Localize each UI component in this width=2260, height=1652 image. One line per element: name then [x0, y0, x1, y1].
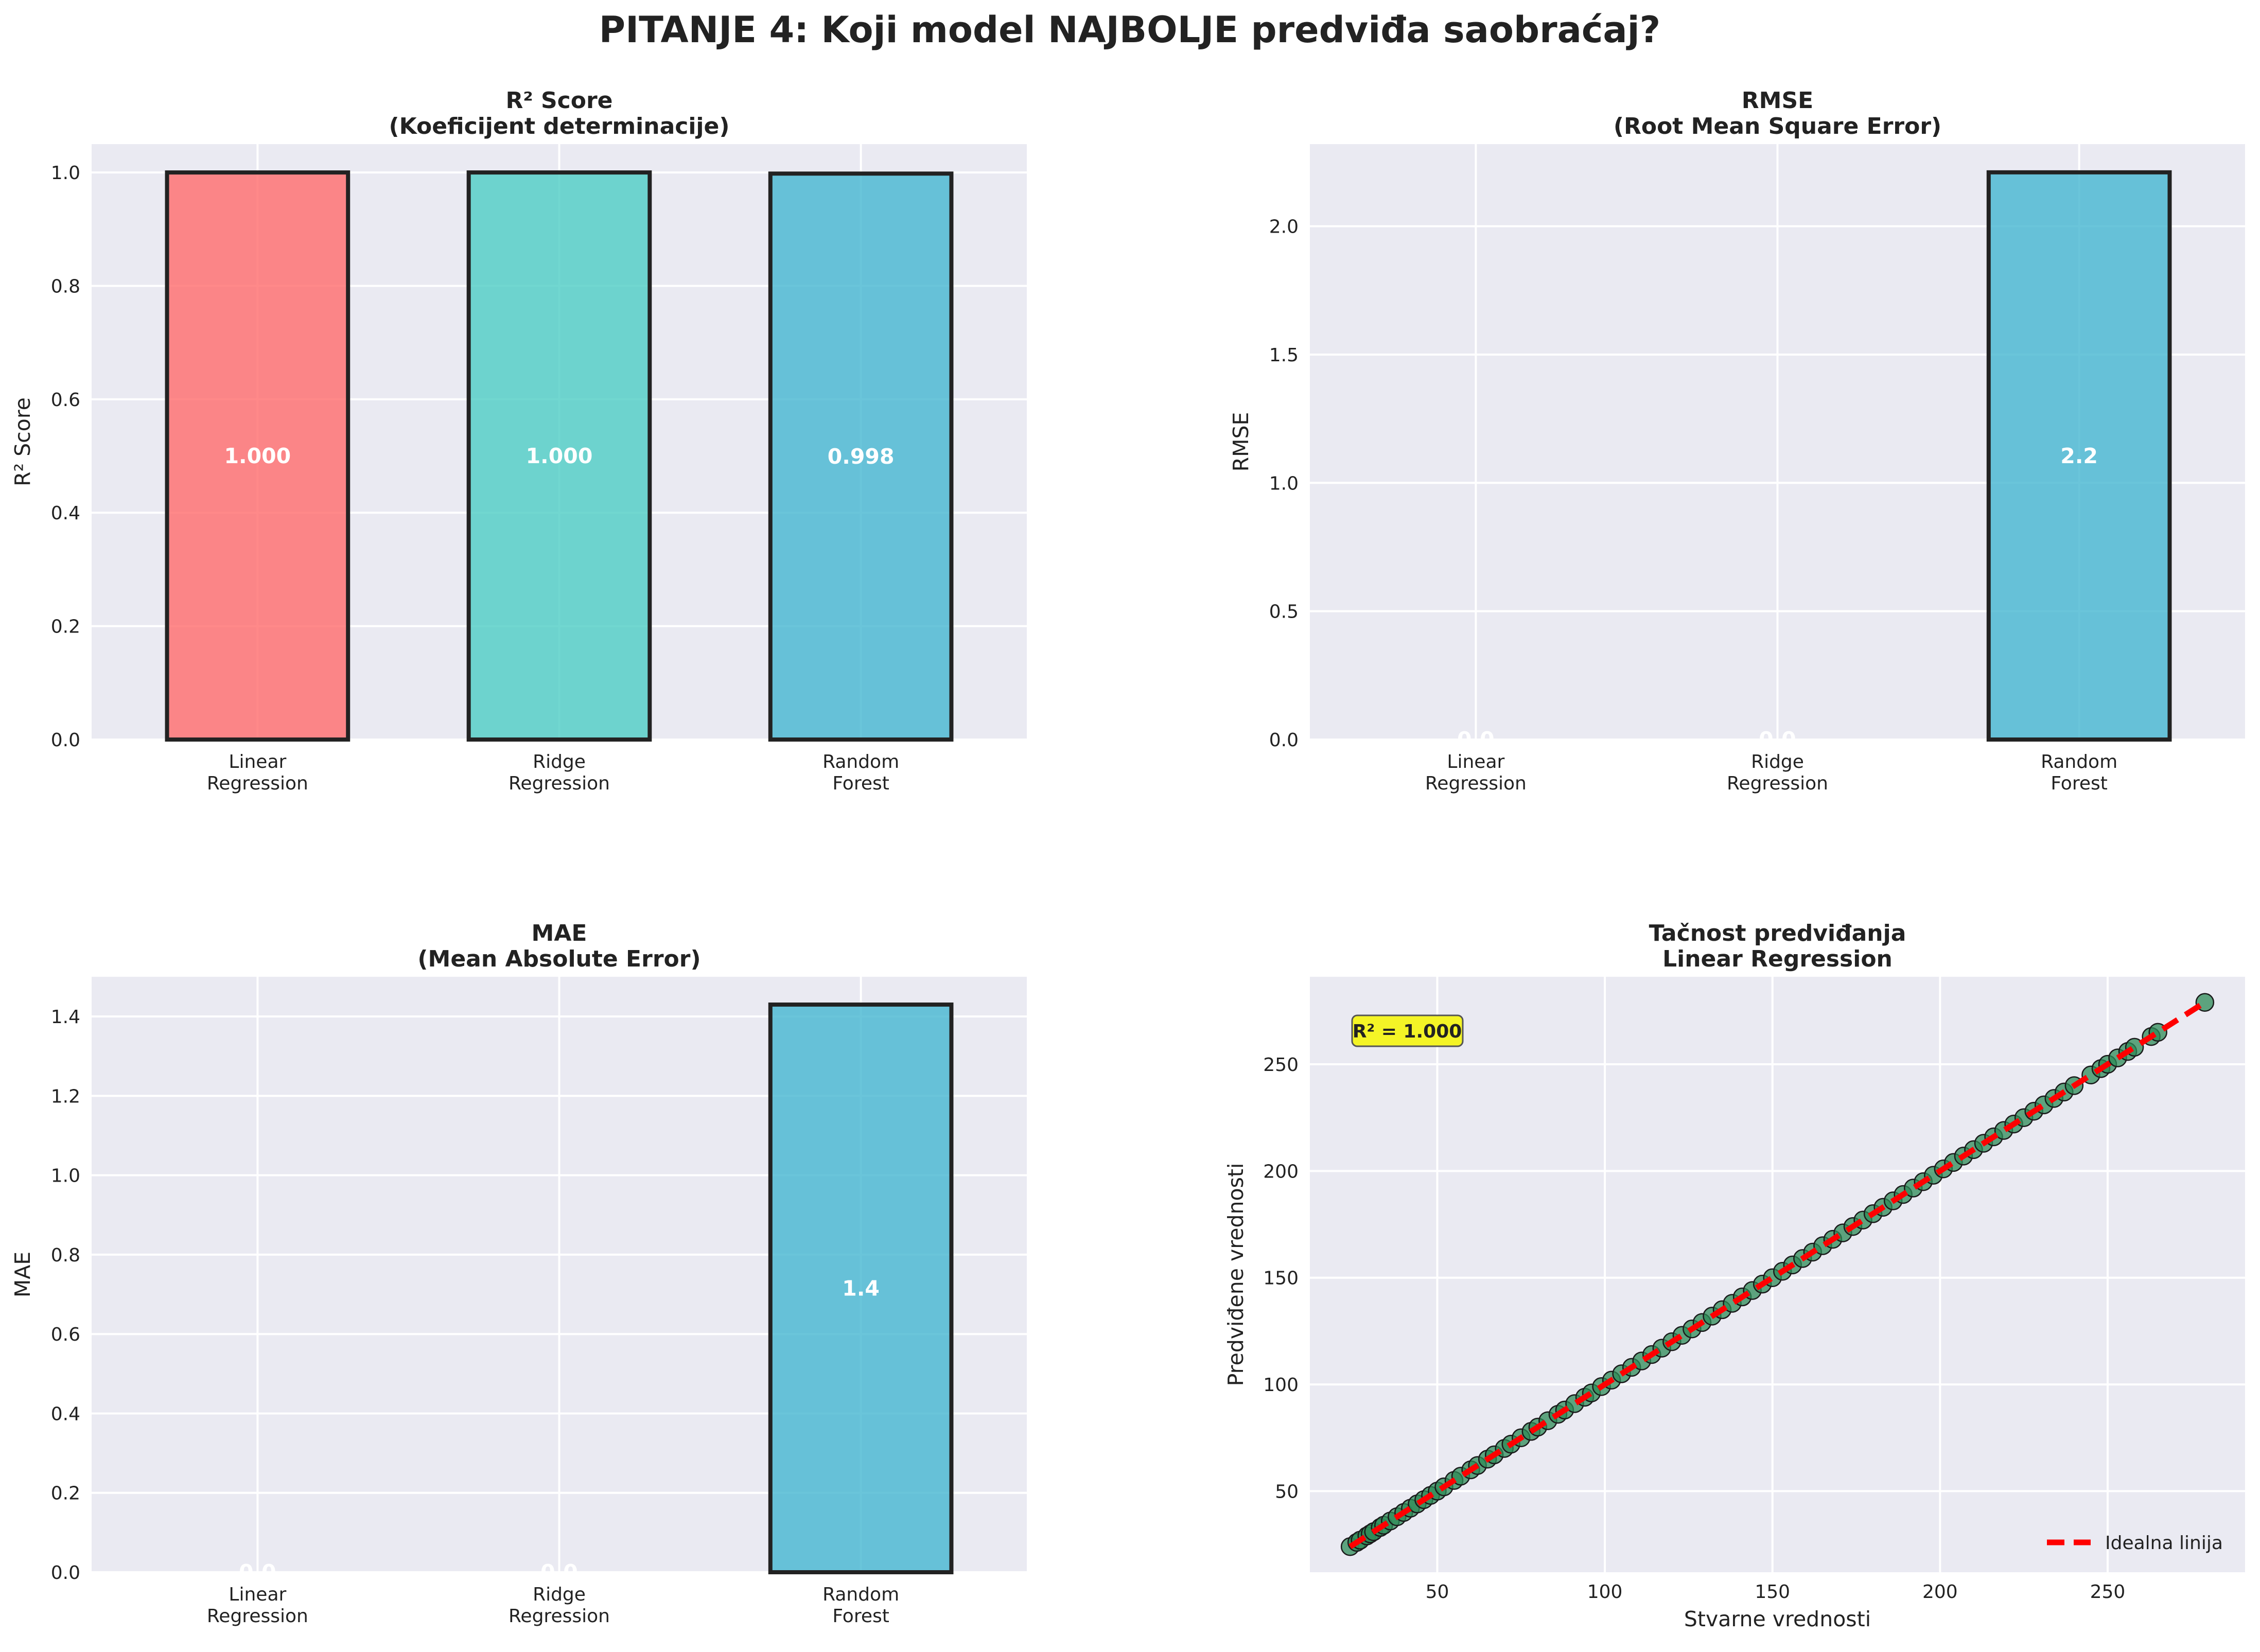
legend-label: Idealna linija — [2105, 1533, 2223, 1554]
x-tick-label-line: Regression — [1727, 773, 1828, 794]
x-tick-label: 200 — [1922, 1581, 1958, 1603]
x-tick-label: Linear Regression — [207, 1584, 308, 1627]
panel-title-line: (Mean Absolute Error) — [417, 946, 700, 972]
panel-title-line: R² Score — [505, 87, 612, 114]
x-tick-label-line: Linear — [229, 1584, 286, 1605]
y-tick-label: 0.0 — [1269, 730, 1299, 751]
x-tick-label-line: Regression — [509, 1606, 610, 1627]
x-tick-label-line: Regression — [207, 773, 308, 794]
bar-value-label: 0.998 — [828, 444, 895, 469]
r2-annotation-box — [1351, 1014, 1464, 1047]
x-tick-label-line: Forest — [832, 773, 889, 794]
y-tick-label: 250 — [1263, 1055, 1299, 1076]
y-tick-label: 200 — [1263, 1161, 1299, 1182]
x-tick-label: Linear Regression — [207, 751, 308, 794]
x-tick-label-line: Ridge — [533, 1584, 586, 1605]
panel-title: RMSE (Root Mean Square Error) — [1614, 87, 1941, 139]
y-tick-label: 0.0 — [51, 1562, 80, 1584]
x-tick-label: Random Forest — [2041, 751, 2117, 794]
y-axis-label: RMSE — [1229, 412, 1253, 472]
x-tick-label-line: Forest — [2051, 773, 2107, 794]
y-tick-label: 0.6 — [51, 1324, 80, 1345]
y-tick-label: 2.0 — [1269, 217, 1299, 238]
y-tick-label: 0.0 — [51, 730, 80, 751]
y-tick-label: 150 — [1263, 1268, 1299, 1289]
x-tick-label-line: Regression — [207, 1606, 308, 1627]
prediction-scatter-chart: 50 100 150 200 250 50 100 150 200 250 R² = 1.000 Id… — [1223, 920, 2245, 1631]
bar-value-label: 2.2 — [2060, 444, 2098, 468]
y-tick-label: 0.8 — [51, 276, 80, 297]
x-tick-label: Ridge Regression — [509, 1584, 610, 1627]
y-tick-label: 0.4 — [51, 1403, 80, 1425]
bar-1 — [466, 170, 652, 742]
bar-value-label: 0.0 — [239, 1560, 276, 1585]
x-tick-label-line: Regression — [1425, 773, 1527, 794]
x-axis-label: Stvarne vrednosti — [1684, 1607, 1871, 1631]
y-axis-label: R² Score — [10, 397, 35, 486]
x-tick-label-line: Regression — [509, 773, 610, 794]
figure-title: PITANJE 4: Koji model NAJBOLJE predviđa … — [599, 9, 1660, 51]
bar-0 — [165, 170, 351, 742]
r2-annotation: R² = 1.000 — [1353, 1021, 1462, 1042]
bar-value-label: 1.000 — [224, 444, 291, 468]
y-tick-label: 0.8 — [51, 1245, 80, 1266]
x-tick-label: 250 — [2090, 1581, 2126, 1603]
bar-value-label: 0.0 — [1457, 727, 1495, 752]
y-tick-label: 0.5 — [1269, 602, 1299, 623]
y-tick-label: 1.0 — [51, 1166, 80, 1187]
x-tick-label: 100 — [1587, 1581, 1623, 1603]
x-tick-label-line: Forest — [832, 1606, 889, 1627]
panel-title: MAE (Mean Absolute Error) — [417, 920, 700, 972]
bar-value-label: 1.4 — [842, 1276, 880, 1300]
ideal-line — [1348, 1000, 2206, 1549]
x-tick-label-line: Random — [822, 751, 899, 772]
x-tick-label-line: Linear — [229, 751, 286, 772]
y-tick-label: 1.0 — [1269, 473, 1299, 494]
x-tick-label: 50 — [1426, 1581, 1449, 1603]
x-tick-label: Random Forest — [822, 1584, 899, 1627]
x-tick-label: 150 — [1755, 1581, 1790, 1603]
panel-title-line: Tačnost predviđanja — [1649, 920, 1906, 946]
x-tick-label: Random Forest — [822, 751, 899, 794]
panel-title: R² Score (Koeficijent determinacije) — [389, 87, 730, 139]
panel-title-line: (Root Mean Square Error) — [1614, 113, 1941, 139]
x-tick-label: Ridge Regression — [509, 751, 610, 794]
panel-title-line: RMSE — [1742, 87, 1813, 114]
bar-value-label: 1.000 — [526, 444, 593, 468]
y-tick-label: 0.6 — [51, 390, 80, 411]
panel-title-line: MAE — [532, 920, 587, 946]
x-tick-label-line: Random — [822, 1584, 899, 1605]
bar-value-label: 0.0 — [1759, 727, 1796, 752]
panel-title-line: (Koeficijent determinacije) — [389, 113, 730, 139]
x-tick-label: Ridge Regression — [1727, 751, 1828, 794]
x-tick-label-line: Linear — [1447, 751, 1504, 772]
bar-2 — [768, 1002, 954, 1574]
bar-value-label: 0.0 — [540, 1560, 578, 1585]
y-tick-label: 0.4 — [51, 503, 80, 524]
y-axis-label: MAE — [10, 1252, 35, 1297]
y-tick-label: 1.4 — [51, 1007, 80, 1028]
y-tick-label: 100 — [1263, 1375, 1299, 1396]
y-axis-label: Predviđene vrednosti — [1223, 1163, 1248, 1386]
x-tick-label-line: Ridge — [1751, 751, 1804, 772]
y-tick-label: 1.2 — [51, 1086, 80, 1107]
y-tick-label: 0.2 — [51, 1483, 80, 1504]
x-tick-label: Linear Regression — [1425, 751, 1527, 794]
panel-title: Tačnost predviđanja Linear Regression — [1649, 920, 1906, 972]
x-tick-label-line: Random — [2041, 751, 2117, 772]
y-tick-label: 1.0 — [51, 163, 80, 184]
bar-2 — [1986, 170, 2172, 742]
x-tick-label-line: Ridge — [533, 751, 586, 772]
y-tick-label: 1.5 — [1269, 345, 1299, 366]
y-tick-label: 0.2 — [51, 617, 80, 638]
panel-title-line: Linear Regression — [1662, 946, 1893, 972]
bar-2 — [768, 171, 954, 742]
y-tick-label: 50 — [1275, 1481, 1299, 1502]
